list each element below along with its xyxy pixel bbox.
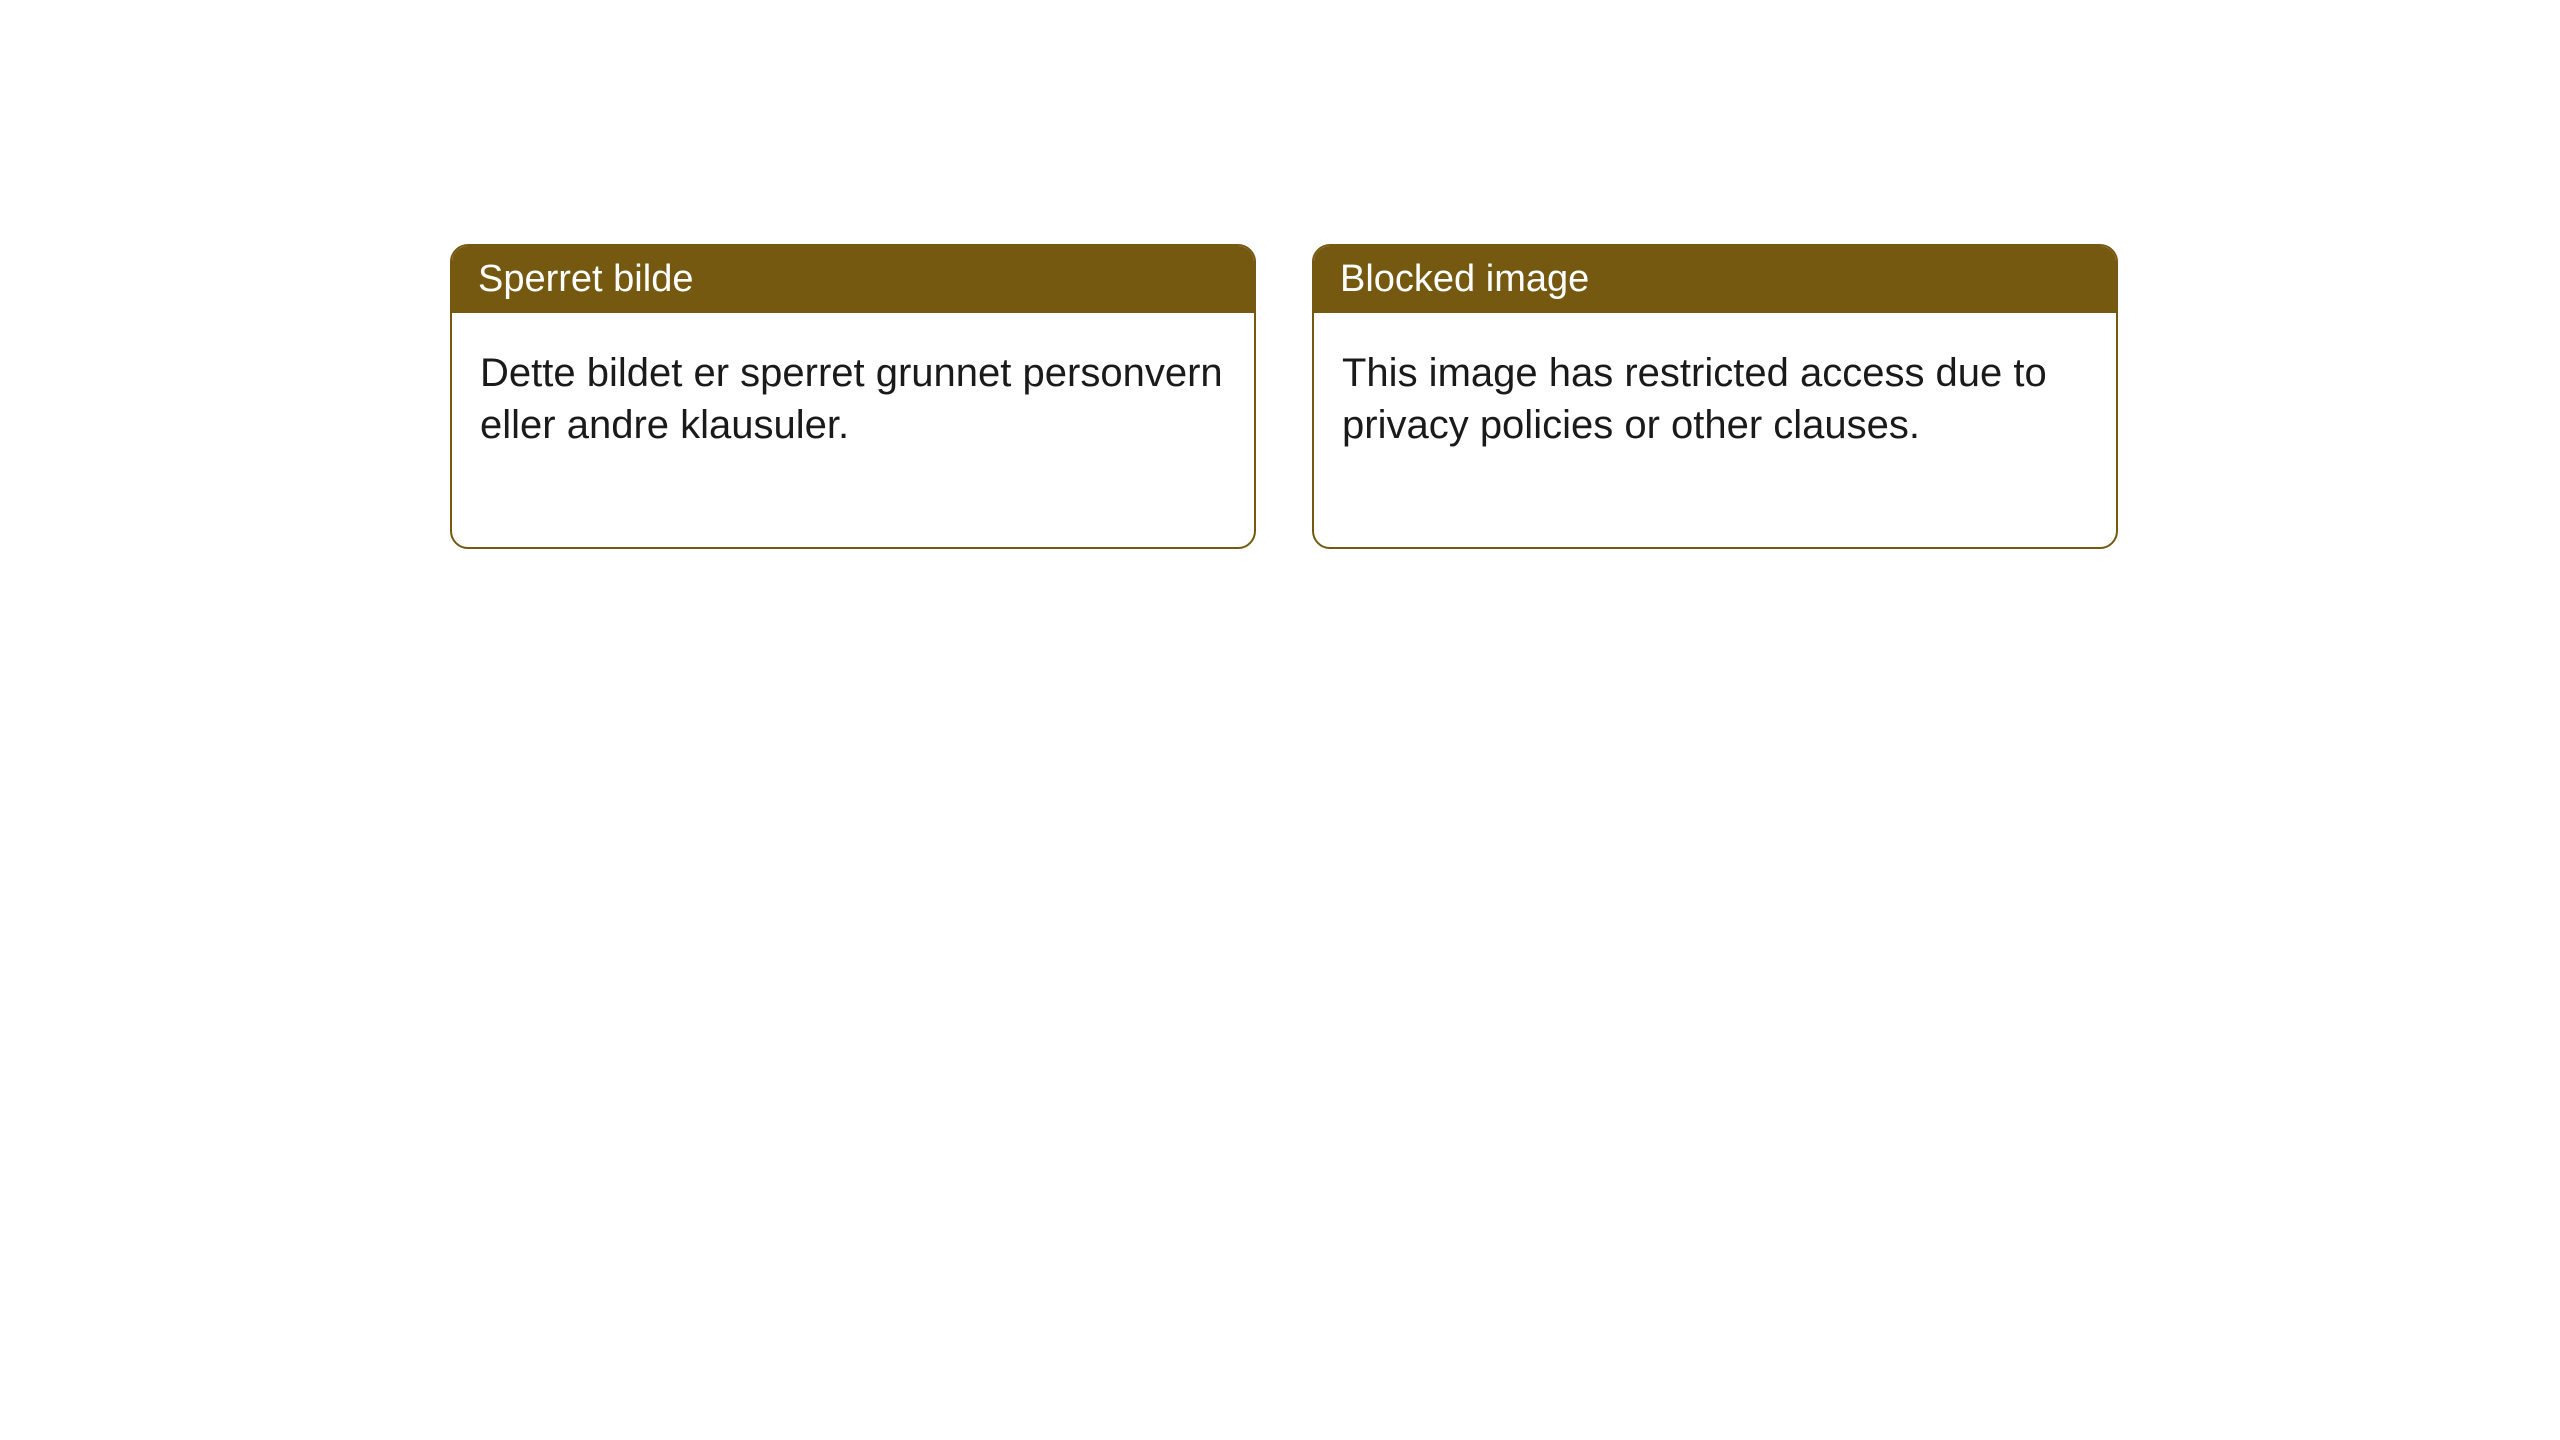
notice-header: Blocked image	[1314, 246, 2116, 313]
notice-container: Sperret bilde Dette bildet er sperret gr…	[0, 0, 2560, 549]
notice-body: This image has restricted access due to …	[1314, 313, 2116, 547]
notice-body: Dette bildet er sperret grunnet personve…	[452, 313, 1254, 547]
notice-card-norwegian: Sperret bilde Dette bildet er sperret gr…	[450, 244, 1256, 549]
notice-card-english: Blocked image This image has restricted …	[1312, 244, 2118, 549]
notice-header: Sperret bilde	[452, 246, 1254, 313]
